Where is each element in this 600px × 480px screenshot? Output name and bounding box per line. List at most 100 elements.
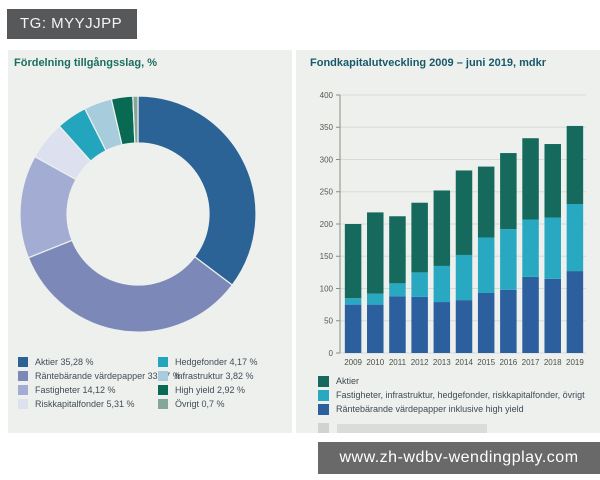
x-tick-label: 2011 — [389, 358, 407, 367]
y-tick-label: 150 — [320, 252, 334, 261]
bar-segment — [455, 300, 473, 353]
legend-item: Infrastruktur 3,82 % — [158, 369, 290, 383]
legend-swatch — [318, 375, 329, 387]
bar-segment — [411, 296, 428, 353]
watermark-bar: www.zh-wdbv-wendingplay.com — [318, 442, 600, 474]
donut-legend-column: Aktier 35,28 % Räntebärande värdepapper 3… — [18, 355, 181, 411]
bar-segment — [411, 202, 428, 273]
bar-segment — [455, 254, 473, 301]
bar-segment — [433, 265, 451, 303]
bar-segment — [344, 224, 362, 299]
bar-segment — [367, 212, 384, 294]
x-tick-label: 2012 — [411, 358, 429, 367]
y-tick-label: 0 — [329, 349, 334, 358]
bar-segment — [344, 304, 362, 354]
bar-segment — [500, 153, 517, 230]
bar-segment — [566, 271, 584, 353]
bar-segment — [455, 170, 473, 255]
bar-segment — [500, 229, 517, 290]
legend-item: Övrigt 0,7 % — [158, 397, 290, 411]
legend-label: Infrastruktur 3,82 % — [175, 371, 254, 381]
bar-segment — [477, 166, 495, 238]
bar-segment — [566, 204, 584, 272]
legend-label: Riskkapitalfonder 5,31 % — [35, 399, 135, 409]
bar-segment — [477, 237, 495, 294]
legend-swatch — [158, 371, 168, 381]
y-tick-label: 100 — [320, 284, 334, 293]
bar-segment — [522, 276, 539, 353]
clipped-legend-swatch — [318, 423, 329, 433]
bar-segment — [433, 190, 451, 266]
x-tick-label: 2009 — [344, 358, 362, 367]
legend-label: Övrigt 0,7 % — [175, 399, 225, 409]
bar-segment — [544, 217, 561, 279]
y-tick-label: 350 — [320, 123, 334, 132]
legend-label: Räntebärande värdepapper inklusive high … — [336, 404, 524, 414]
clipped-legend-text — [337, 424, 487, 433]
donut-panel-title: Fördelning tillgångsslag, % — [14, 57, 158, 69]
legend-swatch — [18, 385, 28, 395]
x-tick-label: 2016 — [499, 358, 517, 367]
legend-item: Räntebärande värdepapper inklusive high … — [318, 402, 598, 416]
bar-chart: 0 50 100 150 200 250 300 350 400 2009 2010 2011 2012… — [320, 91, 586, 367]
legend-label: Fastigheter 14,12 % — [35, 385, 116, 395]
bar-segment — [389, 216, 406, 284]
bar-segment — [522, 138, 539, 220]
legend-label: High yield 2,92 % — [175, 385, 246, 395]
watermark-text: www.zh-wdbv-wendingplay.com — [339, 449, 579, 466]
donut-slice — [137, 95, 257, 286]
legend-label: Aktier — [336, 376, 360, 386]
legend-swatch — [158, 399, 168, 409]
legend-swatch — [158, 357, 168, 367]
legend-swatch — [18, 371, 28, 381]
legend-label: Fastigheter, infrastruktur, hedgefonder,… — [336, 390, 585, 400]
legend-swatch — [318, 389, 329, 401]
legend-label: Hedgefonder 4,17 % — [175, 357, 258, 367]
legend-item: Aktier — [318, 374, 598, 388]
donut-chart — [19, 95, 257, 333]
y-tick-label: 200 — [320, 220, 334, 229]
legend-label: Aktier 35,28 % — [35, 357, 94, 367]
y-tick-label: 400 — [320, 91, 334, 100]
bar-segment — [389, 283, 406, 297]
y-tick-label: 50 — [324, 317, 333, 326]
bar-panel-title: Fondkapitalutveckling 2009 – juni 2019, … — [310, 57, 546, 69]
x-tick-label: 2013 — [433, 358, 451, 367]
clipped-legend-row — [318, 423, 487, 433]
legend-swatch — [18, 357, 28, 367]
donut-legend-column: Hedgefonder 4,17 % Infrastruktur 3,82 % Hi… — [158, 355, 290, 411]
legend-item: Hedgefonder 4,17 % — [158, 355, 290, 369]
legend-item: Räntebärande värdepapper 33,67 % — [18, 369, 181, 383]
donut-slice — [132, 95, 139, 144]
donut-panel: Fördelning tillgångsslag, % Aktier 35,28… — [8, 50, 292, 433]
y-tick-label: 300 — [320, 155, 334, 164]
x-tick-label: 2010 — [366, 358, 384, 367]
bar-segment — [566, 125, 584, 204]
x-tick-label: 2015 — [477, 358, 495, 367]
x-tick-label: 2018 — [544, 358, 562, 367]
y-tick-label: 250 — [320, 188, 334, 197]
tag-badge: TG: MYYJJPP — [7, 9, 137, 39]
bar-segment — [344, 298, 362, 305]
legend-item: Riskkapitalfonder 5,31 % — [18, 397, 158, 411]
legend-label: Räntebärande värdepapper 33,67 % — [35, 371, 181, 381]
bar-segment — [522, 219, 539, 277]
legend-swatch — [318, 403, 329, 415]
legend-swatch — [18, 399, 28, 409]
donut-slice — [27, 239, 234, 333]
legend-item: Fastigheter 14,12 % — [18, 383, 158, 397]
bar-segment — [389, 296, 406, 353]
bar-segment — [367, 293, 384, 305]
bar-segment — [433, 302, 451, 353]
bar-segment — [500, 289, 517, 353]
legend-item: Fastigheter, infrastruktur, hedgefonder,… — [318, 388, 598, 402]
tag-label: TG: MYYJJPP — [20, 15, 123, 32]
bar-segment — [367, 304, 384, 354]
x-tick-label: 2019 — [566, 358, 584, 367]
bar-segment — [477, 293, 495, 353]
bar-segment — [544, 278, 561, 353]
bar-legend: Aktier Fastigheter, infrastruktur, hedgef… — [318, 374, 598, 416]
bar-segment — [411, 272, 428, 297]
x-tick-label: 2017 — [522, 358, 540, 367]
